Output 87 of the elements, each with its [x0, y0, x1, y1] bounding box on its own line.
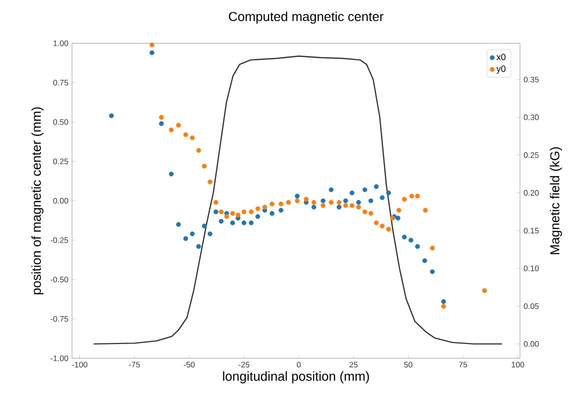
- point: [482, 288, 487, 293]
- point: [441, 299, 446, 304]
- point: [158, 121, 164, 126]
- point: [320, 203, 326, 208]
- point: [176, 122, 181, 128]
- point: [336, 204, 342, 210]
- point: [218, 218, 224, 224]
- point: [402, 234, 407, 240]
- point: [343, 203, 348, 208]
- legend-label: y0: [496, 66, 506, 74]
- point: [183, 236, 188, 241]
- point: [262, 204, 268, 210]
- point: [218, 209, 224, 214]
- point: [224, 214, 230, 219]
- point: [214, 200, 218, 205]
- x-axis-title: longitudinal position (mm): [223, 371, 369, 384]
- point: [380, 224, 385, 228]
- point: [350, 190, 354, 196]
- y-axis-title: position of magnetic center (mm): [31, 107, 44, 294]
- point: [270, 211, 274, 216]
- point: [248, 209, 254, 214]
- point: [230, 220, 235, 226]
- point: [374, 220, 379, 226]
- point: [270, 202, 274, 206]
- point: [350, 203, 354, 208]
- point: [415, 244, 420, 249]
- point: [196, 148, 202, 153]
- point: [176, 222, 181, 227]
- point: [208, 180, 212, 184]
- point: [320, 198, 326, 204]
- point: [336, 200, 342, 205]
- point: [380, 195, 385, 200]
- point: [168, 172, 174, 176]
- point: [214, 209, 218, 214]
- point: [356, 200, 361, 205]
- point: [242, 220, 246, 226]
- point: [286, 200, 291, 205]
- point: [236, 212, 240, 218]
- point: [430, 246, 435, 250]
- point: [374, 184, 379, 190]
- point: [386, 190, 391, 196]
- point: [386, 226, 391, 232]
- point: [183, 132, 188, 138]
- point: [402, 196, 407, 202]
- point: [278, 202, 284, 206]
- point: [168, 128, 174, 132]
- y2-axis-title: Magnetic field (kG): [550, 147, 562, 254]
- chart-title: Computed magnetic center: [228, 12, 384, 24]
- point: [255, 214, 260, 219]
- point: [311, 200, 316, 205]
- point: [242, 209, 246, 214]
- point: [343, 198, 348, 204]
- point: [328, 200, 334, 205]
- point: [415, 194, 420, 198]
- point: [362, 209, 368, 214]
- point: [109, 113, 114, 118]
- point: [255, 206, 260, 212]
- point: [150, 50, 154, 56]
- point: [230, 211, 235, 216]
- point: [196, 244, 202, 249]
- point: [396, 208, 402, 213]
- point: [202, 224, 207, 228]
- point: [441, 304, 446, 309]
- point: [208, 231, 212, 236]
- point: [362, 187, 368, 192]
- point: [422, 208, 428, 213]
- point: [356, 204, 361, 210]
- point: [150, 42, 154, 48]
- point: [190, 135, 195, 140]
- point: [368, 198, 374, 204]
- point: [422, 258, 428, 264]
- point: [202, 164, 207, 169]
- point: [368, 211, 374, 216]
- point: [248, 220, 254, 226]
- point: [158, 114, 164, 120]
- point: [430, 269, 435, 274]
- point: [396, 216, 400, 221]
- point: [311, 204, 316, 210]
- point: [409, 194, 414, 198]
- point: [408, 238, 414, 243]
- point: [190, 231, 195, 236]
- point: [294, 198, 300, 204]
- point: [278, 208, 284, 213]
- point: [304, 196, 309, 202]
- point: [328, 187, 334, 192]
- point: [294, 194, 300, 198]
- legend-label: x0: [496, 54, 506, 60]
